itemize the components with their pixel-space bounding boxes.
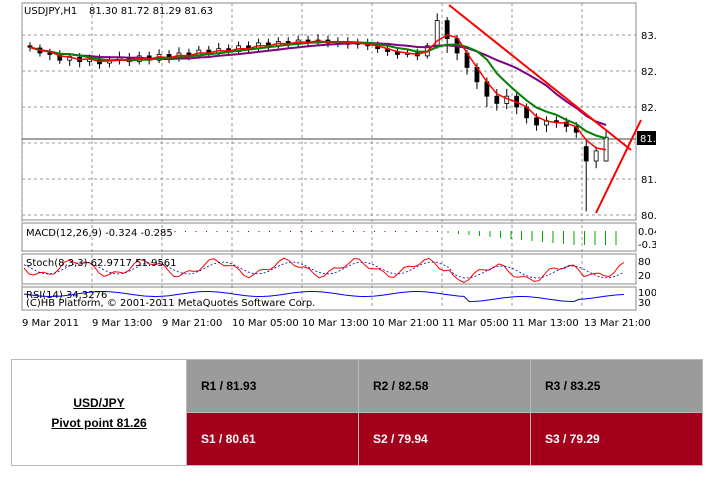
price-tick-label: 82.05 — [641, 103, 656, 114]
ma-purple-line — [29, 41, 607, 126]
current-price-box — [637, 131, 656, 145]
price-axis: 83.05 82.55 82.05 81.05 80.55 — [641, 31, 656, 222]
time-tick-label: 11 Mar 05:00 — [442, 318, 509, 329]
macd-label: MACD(12,26,9) -0.324 -0.285 — [26, 228, 173, 239]
candle-body — [47, 52, 53, 55]
time-tick-label: 10 Mar 05:00 — [232, 318, 299, 329]
stoch-main-line — [23, 257, 625, 284]
stoch-tick-top: 80 — [638, 257, 651, 268]
chart-canvas[interactable]: USDJPY,H1 81.30 81.72 81.29 81.63 83.058… — [14, 0, 656, 332]
rsi-tick-bottom: 30 — [638, 298, 651, 309]
price-tick-label: 80.55 — [641, 211, 656, 222]
price-tick-label: 83.05 — [641, 31, 656, 42]
pair-label: USD/JPY — [73, 395, 125, 410]
support-s1: S1 / 80.61 — [186, 412, 359, 466]
support-s3: S3 / 79.29 — [530, 412, 703, 466]
resistance-r2: R2 / 82.58 — [358, 359, 531, 413]
pivot-label-cell: USD/JPY Pivot point 81.26 — [11, 359, 187, 466]
time-tick-label: 10 Mar 21:00 — [372, 318, 439, 329]
stoch-signal-line — [23, 261, 625, 279]
candle-body — [444, 20, 450, 40]
pivot-point-label: Pivot point 81.26 — [51, 415, 147, 430]
time-tick-label: 10 Mar 13:00 — [302, 318, 369, 329]
macd-tick-bottom: -0.355 — [638, 240, 656, 251]
rsi-line — [23, 290, 625, 303]
rsi-tick-top: 100 — [638, 288, 656, 299]
candle-body — [534, 117, 539, 126]
current-price-label: 81.63 — [640, 134, 656, 145]
trendline-up[interactable] — [595, 119, 642, 214]
resistance-r1: R1 / 81.93 — [186, 359, 359, 413]
chart-symbol: USDJPY,H1 — [24, 6, 77, 17]
stoch-label: Stoch(8,3,3) 62.9717 51.9561 — [26, 258, 177, 269]
price-tick-label: 82.55 — [641, 67, 656, 78]
pivot-table: USD/JPY Pivot point 81.26 R1 / 81.93 R2 … — [11, 359, 703, 466]
candle-body — [593, 150, 599, 162]
moving-averages — [29, 34, 607, 151]
time-tick-label: 9 Mar 2011 — [22, 318, 79, 329]
macd-tick-top: 0.049 — [638, 227, 656, 238]
candle-body — [583, 146, 589, 162]
time-tick-label: 9 Mar 21:00 — [162, 318, 222, 329]
time-tick-label: 9 Mar 13:00 — [92, 318, 152, 329]
rsi-label: RSI(14) 34.3276 — [26, 290, 107, 301]
macd-histogram — [153, 231, 617, 245]
main-panel-grid — [21, 2, 637, 310]
support-s2: S2 / 79.94 — [358, 412, 531, 466]
rsi-panel: RSI(14) 34.3276 (C)HB Platform, © 2001-2… — [21, 286, 656, 311]
resistance-r3: R3 / 83.25 — [530, 359, 703, 413]
trendline-down[interactable] — [448, 4, 632, 151]
price-chart[interactable]: USDJPY,H1 81.30 81.72 81.29 81.63 83.058… — [14, 0, 656, 332]
candle-body — [494, 95, 500, 104]
time-tick-label: 11 Mar 13:00 — [512, 318, 579, 329]
time-tick-label: 13 Mar 21:00 — [584, 318, 651, 329]
macd-panel: MACD(12,26,9) -0.324 -0.285 0.049 -0.355 — [21, 222, 656, 252]
chart-ohlc: 81.30 81.72 81.29 81.63 — [89, 6, 213, 17]
ma-red-line — [29, 34, 607, 151]
stoch-panel: Stoch(8,3,3) 62.9717 51.9561 80 20 — [21, 253, 651, 285]
copyright-text: (C)HB Platform, © 2001-2011 MetaQuotes S… — [26, 298, 315, 309]
price-tick-label: 81.05 — [641, 175, 656, 186]
time-axis: 9 Mar 2011 9 Mar 13:00 9 Mar 21:00 10 Mar 0… — [22, 318, 651, 329]
stoch-tick-bottom: 20 — [638, 271, 651, 282]
